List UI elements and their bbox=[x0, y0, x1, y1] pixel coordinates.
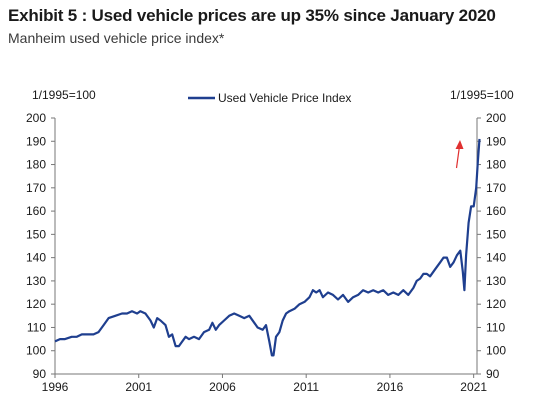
right-y-tick-label: 200 bbox=[486, 111, 506, 125]
x-tick-label: 2006 bbox=[209, 380, 236, 394]
left-y-tick-label: 140 bbox=[26, 251, 46, 265]
x-tick-label: 2016 bbox=[377, 380, 404, 394]
left-y-tick-label: 190 bbox=[26, 134, 46, 148]
left-y-tick-label: 130 bbox=[26, 274, 46, 288]
right-y-tick-label: 160 bbox=[486, 204, 506, 218]
right-y-tick-label: 150 bbox=[486, 227, 506, 241]
x-tick-label: 2011 bbox=[293, 380, 319, 394]
right-y-tick-label: 130 bbox=[486, 274, 506, 288]
left-y-tick-label: 110 bbox=[27, 320, 46, 334]
right-axis-unit-label: 1/1995=100 bbox=[450, 88, 514, 102]
right-y-tick-label: 180 bbox=[486, 158, 506, 172]
legend-label: Used Vehicle Price Index bbox=[218, 91, 351, 105]
left-y-tick-label: 170 bbox=[26, 181, 46, 195]
annotation-arrow-head bbox=[455, 140, 464, 149]
left-y-tick-label: 200 bbox=[26, 111, 46, 125]
x-tick-label: 1996 bbox=[42, 380, 69, 394]
left-axis-unit-label: 1/1995=100 bbox=[32, 88, 96, 102]
x-tick-label: 2001 bbox=[125, 380, 152, 394]
legend: Used Vehicle Price Index bbox=[188, 91, 351, 105]
chart-title: Exhibit 5 : Used vehicle prices are up 3… bbox=[8, 6, 496, 25]
left-y-tick-label: 180 bbox=[26, 158, 46, 172]
right-y-tick-label: 90 bbox=[486, 367, 500, 381]
chart-subtitle: Manheim used vehicle price index* bbox=[8, 30, 225, 46]
right-y-tick-label: 190 bbox=[486, 134, 506, 148]
left-y-tick-label: 120 bbox=[26, 297, 46, 311]
right-y-tick-label: 170 bbox=[486, 181, 506, 195]
x-tick-label: 2021 bbox=[460, 380, 487, 394]
left-y-tick-label: 90 bbox=[33, 367, 47, 381]
right-y-tick-label: 110 bbox=[486, 320, 505, 334]
left-y-tick-label: 150 bbox=[26, 227, 46, 241]
right-y-tick-label: 100 bbox=[486, 344, 506, 358]
series-line-used-vehicle-price-index bbox=[54, 138, 481, 357]
right-y-tick-label: 140 bbox=[486, 251, 506, 265]
left-y-tick-label: 100 bbox=[26, 344, 46, 358]
annotation-arrow-shaft bbox=[455, 145, 461, 169]
left-y-tick-label: 160 bbox=[26, 204, 46, 218]
right-y-tick-label: 120 bbox=[486, 297, 506, 311]
